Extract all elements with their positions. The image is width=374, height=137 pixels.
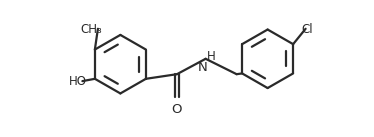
Text: O: O <box>172 103 182 116</box>
Text: CH₃: CH₃ <box>81 23 102 36</box>
Text: N: N <box>197 61 208 74</box>
Text: Cl: Cl <box>301 23 313 36</box>
Text: H: H <box>207 50 216 63</box>
Text: HO: HO <box>68 75 86 88</box>
